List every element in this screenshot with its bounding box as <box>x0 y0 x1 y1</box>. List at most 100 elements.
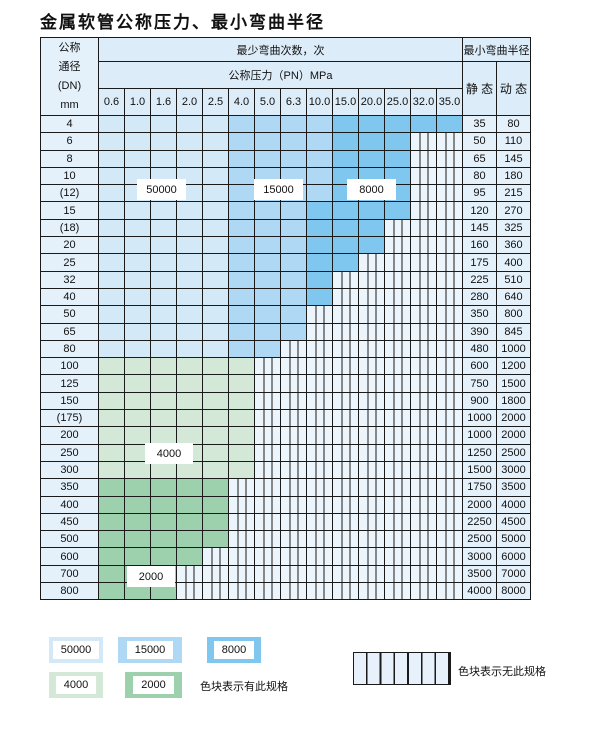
cell-cycles-15000 <box>254 287 281 307</box>
cell-not-available <box>410 530 437 549</box>
table-row: 150 900 1800 <box>40 391 531 411</box>
cell-cycles-15000 <box>228 236 255 255</box>
cell-not-available <box>332 391 359 411</box>
dynamic-radius-cell: 3500 <box>496 478 531 497</box>
dynamic-radius-cell: 2000 <box>496 426 531 445</box>
cell-not-available <box>306 512 333 532</box>
cell-cycles-2000 <box>98 582 125 601</box>
cell-not-available <box>384 374 411 393</box>
cell-not-available <box>332 426 359 445</box>
cell-cycles-50000 <box>176 287 203 307</box>
cell-not-available <box>384 305 411 324</box>
cell-cycles-2000 <box>98 547 125 566</box>
cell-not-available <box>384 339 411 359</box>
cell-cycles-50000 <box>176 305 203 324</box>
cell-not-available <box>436 201 463 220</box>
cell-cycles-15000 <box>306 166 333 186</box>
cell-cycles-15000 <box>228 270 255 289</box>
cell-cycles-2000 <box>150 530 177 549</box>
cell-not-available <box>280 547 307 566</box>
cell-not-available <box>254 409 281 428</box>
pressure-header-cell: 6.3 <box>280 88 307 116</box>
cell-not-available <box>436 426 463 445</box>
dynamic-radius-cell: 7000 <box>496 564 531 584</box>
cell-cycles-8000 <box>384 201 411 220</box>
dynamic-radius-cell: 845 <box>496 322 531 341</box>
cell-not-available <box>358 495 385 514</box>
page-title: 金属软管公称压力、最小弯曲半径 <box>40 13 325 33</box>
cell-cycles-4000 <box>202 443 229 462</box>
cell-cycles-2000 <box>98 564 125 584</box>
cell-cycles-50000 <box>176 218 203 238</box>
cell-cycles-50000 <box>98 218 125 238</box>
cell-not-available <box>358 478 385 497</box>
cell-cycles-8000 <box>358 236 385 255</box>
cell-not-available <box>384 287 411 307</box>
cell-cycles-50000 <box>98 184 125 203</box>
static-radius-cell: 65 <box>462 149 497 168</box>
dn-cell: 15 <box>40 201 99 220</box>
cell-cycles-50000 <box>202 287 229 307</box>
cell-cycles-4000 <box>228 409 255 428</box>
cell-cycles-15000 <box>228 322 255 341</box>
cell-not-available <box>436 322 463 341</box>
cell-not-available <box>280 357 307 376</box>
cell-cycles-8000 <box>332 236 359 255</box>
cell-cycles-8000 <box>384 149 411 168</box>
cell-cycles-2000 <box>176 495 203 514</box>
cell-not-available <box>306 478 333 497</box>
cell-not-available <box>254 374 281 393</box>
cell-not-available <box>306 460 333 480</box>
cell-cycles-2000 <box>202 512 229 532</box>
cell-cycles-2000 <box>124 495 151 514</box>
dn-cell: (12) <box>40 184 99 203</box>
cell-cycles-4000 <box>202 460 229 480</box>
cell-not-available <box>176 582 203 601</box>
cell-cycles-50000 <box>176 132 203 151</box>
table-row: 600 3000 6000 <box>40 547 531 566</box>
dynamic-radius-cell: 1200 <box>496 357 531 376</box>
dn-cell: 20 <box>40 236 99 255</box>
cell-cycles-15000 <box>228 201 255 220</box>
dn-header-line: mm <box>60 98 79 111</box>
cell-not-available <box>332 322 359 341</box>
legend-swatch-15000: 15000 <box>118 637 182 663</box>
pressure-header-cell: 0.6 <box>98 88 125 116</box>
cell-not-available <box>410 495 437 514</box>
cell-cycles-15000 <box>306 184 333 203</box>
cell-not-available <box>358 512 385 532</box>
cell-not-available <box>202 582 229 601</box>
cell-not-available <box>436 512 463 532</box>
cell-cycles-8000 <box>358 114 385 134</box>
cell-cycles-4000 <box>98 460 125 480</box>
cell-not-available <box>436 391 463 411</box>
cell-cycles-2000 <box>176 478 203 497</box>
cell-not-available <box>332 409 359 428</box>
cell-cycles-8000 <box>358 149 385 168</box>
cell-not-available <box>384 426 411 445</box>
cell-cycles-50000 <box>202 305 229 324</box>
cell-cycles-4000 <box>176 460 203 480</box>
dynamic-radius-cell: 360 <box>496 236 531 255</box>
cell-not-available <box>410 582 437 601</box>
dn-header-line: 通径 <box>58 60 81 73</box>
table-row: 80 480 1000 <box>40 339 531 359</box>
cell-not-available <box>436 357 463 376</box>
cell-cycles-4000 <box>150 374 177 393</box>
cell-cycles-50000 <box>202 114 229 134</box>
cell-cycles-4000 <box>202 357 229 376</box>
dynamic-radius-cell: 110 <box>496 132 531 151</box>
cell-not-available <box>358 270 385 289</box>
cell-not-available <box>384 270 411 289</box>
cell-cycles-15000 <box>280 253 307 272</box>
cell-cycles-50000 <box>150 201 177 220</box>
cell-cycles-15000 <box>254 322 281 341</box>
cell-not-available <box>384 322 411 341</box>
cell-cycles-8000 <box>384 114 411 134</box>
cell-cycles-50000 <box>124 218 151 238</box>
dn-cell: 800 <box>40 582 99 601</box>
cell-cycles-50000 <box>98 201 125 220</box>
pressure-header-cell: 2.0 <box>176 88 203 116</box>
dn-cell: 500 <box>40 530 99 549</box>
dynamic-radius-cell: 180 <box>496 166 531 186</box>
